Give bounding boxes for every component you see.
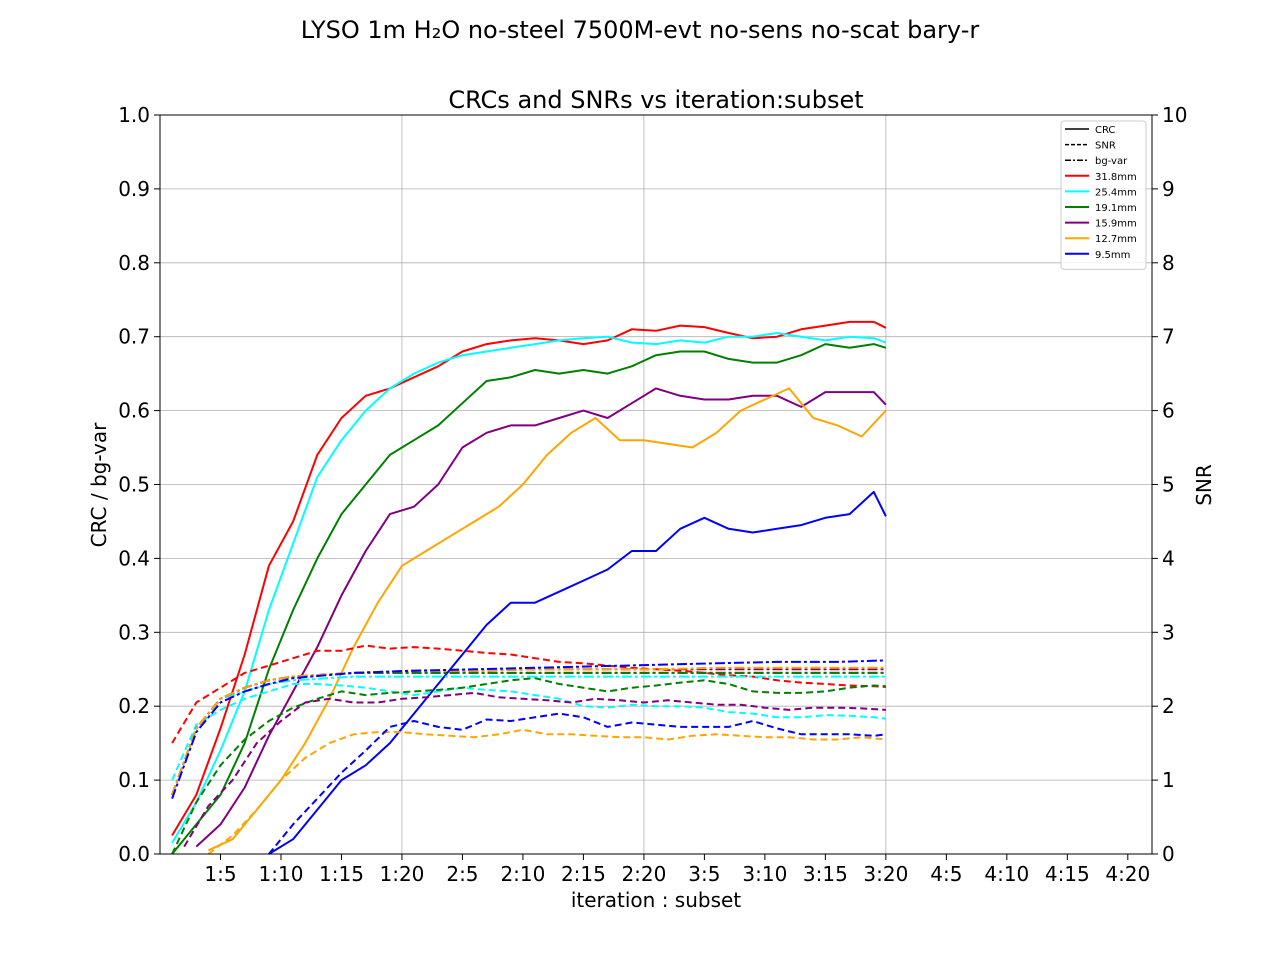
x-tick-label: 4:15 (1045, 862, 1090, 886)
series-crc-15p9mm (195, 387, 887, 848)
legend: CRC SNR bg-var 31.8mm 25.4mm 19.1mm 15.9mm 12.7… (1060, 120, 1147, 270)
x-tick-label: 3:15 (803, 862, 848, 886)
y-left-tick-label: 0.1 (118, 768, 150, 792)
y-left-tick-label: 0.0 (118, 842, 150, 866)
x-tick-label: 1:15 (319, 862, 364, 886)
y-left-tick-label: 0.8 (118, 251, 150, 275)
series-snr-19p1mm (171, 677, 886, 855)
legend-color-label: 25.4mm (1095, 187, 1137, 198)
x-tick-label: 1:10 (259, 862, 304, 886)
legend-style-label: SNR (1095, 141, 1116, 152)
x-tick-label: 2:15 (561, 862, 606, 886)
series-crc-9p5mm (268, 490, 887, 855)
chart-title: CRCs and SNRs vs iteration:subset (448, 86, 863, 114)
legend-color-label: 31.8mm (1095, 172, 1137, 183)
y-right-tick-label: 10 (1162, 103, 1187, 127)
x-axis-label: iteration : subset (571, 888, 741, 912)
legend-box (1060, 120, 1147, 270)
left-y-axis: 0.0 0.1 0.2 0.3 0.4 0.5 0.6 0.7 0.8 0.9 1.0 (118, 103, 160, 866)
x-axis: 1:5 1:10 1:15 1:20 2:5 2:10 2:15 2:20 3:5 3:10 3:1… (204, 854, 1150, 886)
y-right-tick-label: 3 (1162, 620, 1175, 644)
legend-style-label: CRC (1095, 125, 1115, 136)
y-left-tick-label: 0.7 (118, 325, 150, 349)
x-tick-label: 3:5 (688, 862, 720, 886)
series-snr-12p7mm (207, 728, 886, 855)
series-bgvar-25p4mm (171, 675, 886, 796)
y-axis-left-label: CRC / bg-var (87, 422, 111, 547)
x-tick-label: 4:5 (930, 862, 962, 886)
right-y-axis: 0 1 2 3 4 5 6 7 8 9 10 (1152, 103, 1187, 866)
figure-suptitle: LYSO 1m H₂O no-steel 7500M-evt no-sens n… (301, 16, 980, 44)
x-tick-label: 1:20 (379, 862, 424, 886)
x-tick-label: 2:20 (621, 862, 666, 886)
y-left-tick-label: 0.9 (118, 177, 150, 201)
series-crc-12p7mm (207, 387, 887, 852)
y-left-tick-label: 0.3 (118, 620, 150, 644)
y-right-tick-label: 0 (1162, 842, 1175, 866)
y-left-tick-label: 0.6 (118, 399, 150, 423)
series-snr-9p5mm (268, 712, 887, 855)
x-tick-label: 3:20 (863, 862, 908, 886)
y-right-tick-label: 4 (1162, 546, 1175, 570)
x-tick-label: 2:5 (446, 862, 478, 886)
series-snr-15p9mm (183, 691, 886, 848)
legend-color-label: 9.5mm (1095, 250, 1130, 261)
y-left-tick-label: 0.4 (118, 546, 150, 570)
x-tick-label: 3:10 (742, 862, 787, 886)
x-tick-label: 1:5 (204, 862, 236, 886)
y-left-tick-label: 1.0 (118, 103, 150, 127)
series-crc-25p4mm (171, 332, 887, 844)
y-right-tick-label: 9 (1162, 177, 1175, 201)
y-left-tick-label: 0.5 (118, 473, 150, 497)
x-tick-label: 4:20 (1105, 862, 1150, 886)
legend-style-label: bg-var (1095, 156, 1128, 167)
x-tick-label: 4:10 (984, 862, 1029, 886)
y-left-tick-label: 0.2 (118, 694, 150, 718)
x-tick-label: 2:10 (500, 862, 545, 886)
legend-color-label: 12.7mm (1095, 234, 1137, 245)
series-crc-31p8mm (171, 320, 887, 837)
series-bgvar-9p5mm (171, 659, 886, 799)
y-right-tick-label: 1 (1162, 768, 1175, 792)
legend-color-label: 19.1mm (1095, 203, 1137, 214)
y-right-tick-label: 7 (1162, 325, 1175, 349)
series-lines (171, 320, 887, 855)
y-right-tick-label: 8 (1162, 251, 1175, 275)
y-right-tick-label: 5 (1162, 473, 1175, 497)
y-right-tick-label: 2 (1162, 694, 1175, 718)
y-axis-right-label: SNR (1192, 464, 1216, 506)
y-right-tick-label: 6 (1162, 399, 1175, 423)
series-snr-31p8mm (171, 644, 886, 744)
series-crc-19p1mm (171, 343, 887, 855)
legend-color-label: 15.9mm (1095, 219, 1137, 230)
series-snr-25p4mm (171, 683, 887, 781)
